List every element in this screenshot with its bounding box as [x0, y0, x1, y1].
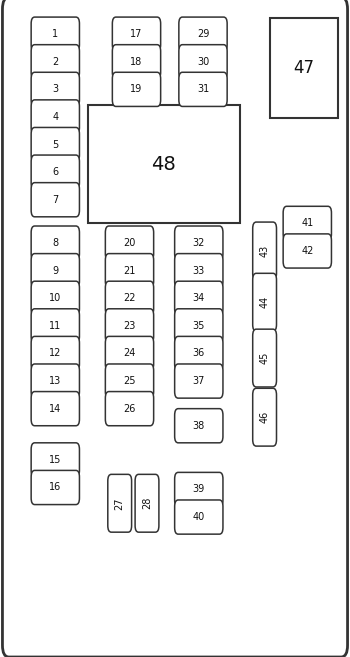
- Text: 24: 24: [123, 348, 136, 359]
- Text: 26: 26: [123, 403, 136, 414]
- Text: 4: 4: [52, 112, 58, 122]
- Text: 15: 15: [49, 455, 62, 465]
- Text: 19: 19: [130, 84, 143, 95]
- Text: 21: 21: [123, 265, 136, 276]
- FancyBboxPatch shape: [31, 392, 79, 426]
- Text: 9: 9: [52, 265, 58, 276]
- FancyBboxPatch shape: [175, 500, 223, 534]
- Bar: [270, 18, 338, 118]
- FancyBboxPatch shape: [175, 409, 223, 443]
- Text: 43: 43: [260, 245, 270, 257]
- Text: 20: 20: [123, 238, 136, 248]
- FancyBboxPatch shape: [31, 183, 79, 217]
- FancyBboxPatch shape: [253, 222, 276, 280]
- Text: 5: 5: [52, 139, 58, 150]
- FancyBboxPatch shape: [31, 254, 79, 288]
- FancyBboxPatch shape: [179, 72, 227, 106]
- FancyBboxPatch shape: [179, 17, 227, 51]
- Text: 18: 18: [130, 57, 143, 67]
- Text: 28: 28: [142, 497, 152, 509]
- FancyBboxPatch shape: [283, 234, 331, 268]
- Text: 44: 44: [260, 296, 270, 308]
- Bar: [88, 105, 240, 223]
- FancyBboxPatch shape: [31, 100, 79, 134]
- Text: 41: 41: [301, 218, 314, 229]
- Text: 37: 37: [193, 376, 205, 386]
- FancyBboxPatch shape: [175, 336, 223, 371]
- Text: 23: 23: [123, 321, 136, 331]
- Text: 34: 34: [193, 293, 205, 304]
- FancyBboxPatch shape: [112, 72, 161, 106]
- Text: 32: 32: [193, 238, 205, 248]
- Text: 12: 12: [49, 348, 62, 359]
- Text: 25: 25: [123, 376, 136, 386]
- FancyBboxPatch shape: [31, 127, 79, 162]
- Text: 39: 39: [193, 484, 205, 495]
- Text: 10: 10: [49, 293, 62, 304]
- FancyBboxPatch shape: [105, 309, 154, 343]
- Text: 47: 47: [293, 59, 315, 78]
- FancyBboxPatch shape: [175, 254, 223, 288]
- Text: 36: 36: [193, 348, 205, 359]
- FancyBboxPatch shape: [31, 17, 79, 51]
- Text: 48: 48: [152, 155, 176, 173]
- FancyBboxPatch shape: [179, 45, 227, 79]
- FancyBboxPatch shape: [31, 45, 79, 79]
- FancyBboxPatch shape: [31, 226, 79, 260]
- FancyBboxPatch shape: [31, 281, 79, 315]
- FancyBboxPatch shape: [253, 273, 276, 331]
- FancyBboxPatch shape: [105, 281, 154, 315]
- FancyBboxPatch shape: [31, 72, 79, 106]
- FancyBboxPatch shape: [253, 329, 276, 387]
- Text: 14: 14: [49, 403, 62, 414]
- FancyBboxPatch shape: [31, 470, 79, 505]
- FancyBboxPatch shape: [108, 474, 132, 532]
- Text: 33: 33: [193, 265, 205, 276]
- Text: 30: 30: [197, 57, 209, 67]
- Text: 8: 8: [52, 238, 58, 248]
- Text: 31: 31: [197, 84, 209, 95]
- FancyBboxPatch shape: [112, 17, 161, 51]
- FancyBboxPatch shape: [175, 472, 223, 507]
- FancyBboxPatch shape: [31, 443, 79, 477]
- FancyBboxPatch shape: [105, 336, 154, 371]
- FancyBboxPatch shape: [105, 254, 154, 288]
- Text: 3: 3: [52, 84, 58, 95]
- FancyBboxPatch shape: [112, 45, 161, 79]
- FancyBboxPatch shape: [175, 364, 223, 398]
- FancyBboxPatch shape: [253, 388, 276, 446]
- Text: 38: 38: [193, 420, 205, 431]
- Text: 13: 13: [49, 376, 62, 386]
- Text: 16: 16: [49, 482, 62, 493]
- FancyBboxPatch shape: [175, 226, 223, 260]
- Text: 35: 35: [193, 321, 205, 331]
- FancyBboxPatch shape: [31, 364, 79, 398]
- Text: 45: 45: [260, 352, 270, 364]
- FancyBboxPatch shape: [283, 206, 331, 240]
- FancyBboxPatch shape: [105, 226, 154, 260]
- Text: 29: 29: [197, 29, 209, 39]
- Text: 42: 42: [301, 246, 314, 256]
- FancyBboxPatch shape: [175, 281, 223, 315]
- Text: 11: 11: [49, 321, 62, 331]
- Text: 17: 17: [130, 29, 143, 39]
- Text: 2: 2: [52, 57, 58, 67]
- FancyBboxPatch shape: [31, 155, 79, 189]
- Text: 1: 1: [52, 29, 58, 39]
- Text: 40: 40: [193, 512, 205, 522]
- FancyBboxPatch shape: [135, 474, 159, 532]
- Text: 6: 6: [52, 167, 58, 177]
- Text: 46: 46: [260, 411, 270, 423]
- FancyBboxPatch shape: [31, 309, 79, 343]
- Text: 7: 7: [52, 194, 58, 205]
- FancyBboxPatch shape: [105, 364, 154, 398]
- Text: 22: 22: [123, 293, 136, 304]
- FancyBboxPatch shape: [175, 309, 223, 343]
- Text: 27: 27: [115, 497, 125, 510]
- FancyBboxPatch shape: [31, 336, 79, 371]
- FancyBboxPatch shape: [105, 392, 154, 426]
